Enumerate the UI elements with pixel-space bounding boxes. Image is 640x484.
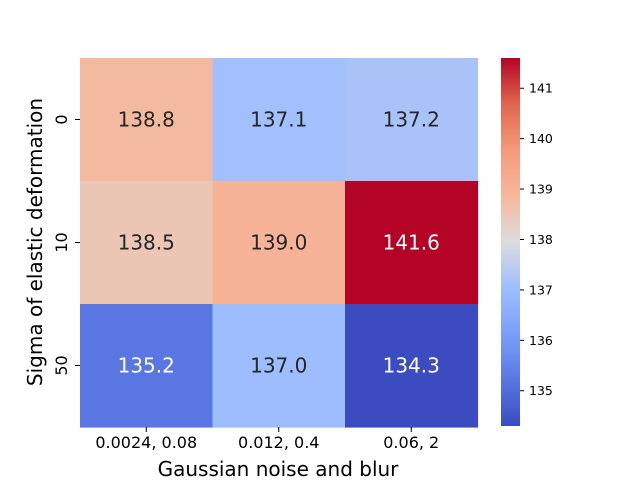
colorbar-tick-label: 141 bbox=[529, 81, 553, 96]
heatmap-cell bbox=[345, 304, 479, 428]
y-axis-label: Sigma of elastic deformation bbox=[23, 98, 47, 386]
y-tick-label: 10 bbox=[52, 232, 71, 252]
heatmap-cell bbox=[212, 181, 346, 305]
heatmap-cell-label: 139.0 bbox=[250, 231, 307, 255]
y-axis-ticks: 0 10 50 bbox=[52, 114, 80, 376]
heatmap-cell bbox=[345, 181, 479, 305]
heatmap-cells bbox=[80, 58, 479, 428]
x-tick-label: 0.06, 2 bbox=[383, 433, 439, 452]
x-axis-ticks: 0.0024, 0.08 0.012, 0.4 0.06, 2 bbox=[95, 427, 439, 452]
colorbar-tick-label: 138 bbox=[529, 232, 553, 247]
x-axis-label: Gaussian noise and blur bbox=[158, 457, 400, 480]
y-tick-label: 50 bbox=[52, 355, 71, 375]
colorbar-ticks: 135 136 137 138 139 140 141 bbox=[520, 81, 553, 398]
colorbar-tick-label: 140 bbox=[529, 131, 553, 146]
y-tick-label: 0 bbox=[52, 114, 71, 124]
heatmap-cell-label: 141.6 bbox=[383, 231, 440, 255]
colorbar-tick-label: 135 bbox=[529, 383, 553, 398]
heatmap-cell-label: 135.2 bbox=[118, 354, 175, 378]
x-tick-label: 0.012, 0.4 bbox=[238, 433, 319, 452]
heatmap-cell-labels: 138.8 137.1 137.2 138.5 139.0 141.6 135.2 137.0… bbox=[118, 108, 440, 378]
heatmap-cell-label: 137.1 bbox=[250, 108, 307, 132]
heatmap-cell bbox=[80, 58, 214, 182]
heatmap-cell bbox=[212, 304, 346, 428]
colorbar-tick-label: 136 bbox=[529, 333, 553, 348]
colorbar-tick-label: 139 bbox=[529, 182, 553, 197]
heatmap-cell-label: 137.2 bbox=[383, 108, 440, 132]
heatmap-cell-label: 137.0 bbox=[250, 354, 307, 378]
colorbar bbox=[501, 58, 520, 426]
heatmap-cell-label: 138.8 bbox=[118, 108, 175, 132]
x-tick-label: 0.0024, 0.08 bbox=[95, 433, 197, 452]
heatmap-cell-label: 138.5 bbox=[118, 231, 175, 255]
colorbar-tick-label: 137 bbox=[529, 282, 553, 297]
heatmap-cell bbox=[80, 181, 214, 305]
heatmap-cell bbox=[345, 58, 479, 182]
heatmap-cell bbox=[80, 304, 214, 428]
heatmap-cell-label: 134.3 bbox=[383, 354, 440, 378]
heatmap-cell bbox=[212, 58, 346, 182]
